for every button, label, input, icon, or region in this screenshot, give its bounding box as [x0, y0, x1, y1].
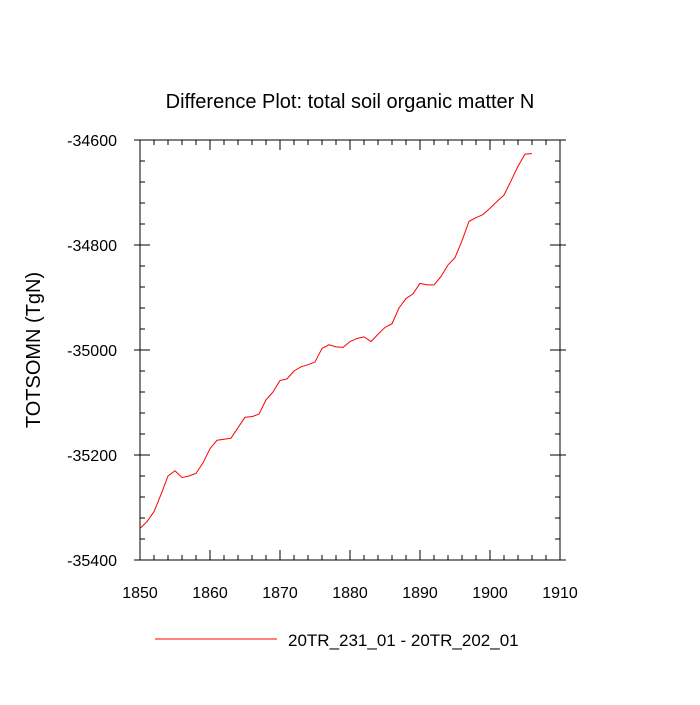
series-line-0 [139, 153, 533, 529]
legend: 20TR_231_01 - 20TR_202_01 [155, 631, 519, 650]
x-tick-label: 1880 [332, 585, 368, 602]
series-layer [139, 153, 533, 529]
y-tick-label: -34800 [67, 238, 117, 255]
chart-title: Difference Plot: total soil organic matt… [166, 91, 535, 113]
x-tick-label: 1910 [542, 585, 578, 602]
plot-frame [139, 139, 561, 561]
axis-ticks [134, 139, 566, 561]
y-tick-label: -35200 [67, 448, 117, 465]
y-tick-label: -34600 [67, 133, 117, 150]
x-tick-label: 1890 [402, 585, 438, 602]
legend-label: 20TR_231_01 - 20TR_202_01 [288, 631, 519, 650]
y-tick-label: -35400 [67, 553, 117, 570]
axis-tick-labels: 1850 1860 1870 1880 1890 1900 1910 -34600 -34800… [67, 133, 578, 602]
x-tick-label: 1900 [472, 585, 508, 602]
x-tick-label: 1870 [262, 585, 298, 602]
x-tick-label: 1850 [122, 585, 158, 602]
y-axis-label: TOTSOMN (TgN) [23, 272, 45, 428]
y-tick-label: -35000 [67, 343, 117, 360]
x-tick-label: 1860 [192, 585, 228, 602]
